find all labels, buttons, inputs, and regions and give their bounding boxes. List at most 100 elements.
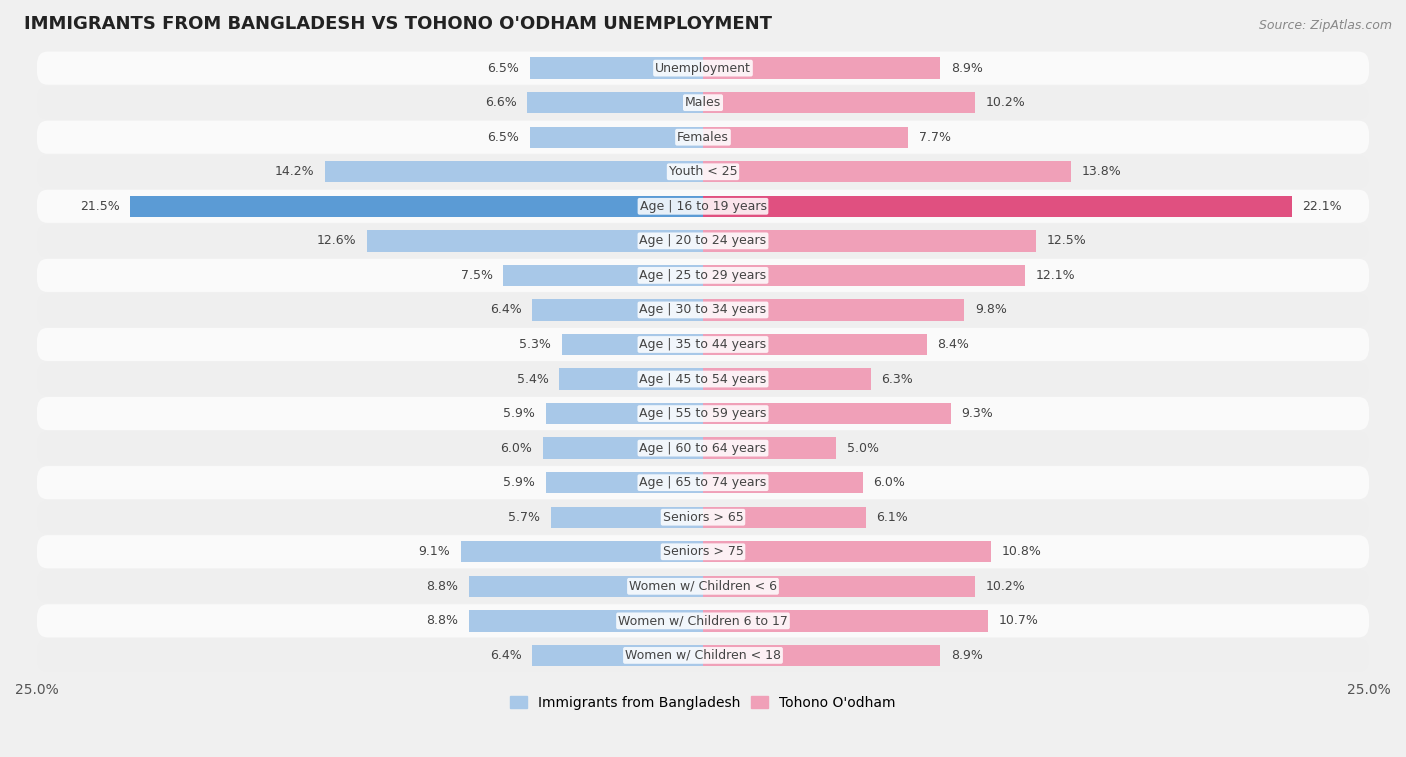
Text: 6.1%: 6.1% xyxy=(876,511,908,524)
Bar xyxy=(703,195,1292,217)
Text: 8.9%: 8.9% xyxy=(950,61,983,75)
Bar xyxy=(533,299,703,321)
Text: Age | 60 to 64 years: Age | 60 to 64 years xyxy=(640,441,766,455)
Text: Age | 25 to 29 years: Age | 25 to 29 years xyxy=(640,269,766,282)
Text: 13.8%: 13.8% xyxy=(1081,165,1121,178)
FancyBboxPatch shape xyxy=(37,431,1369,465)
Bar xyxy=(367,230,703,251)
Text: 5.3%: 5.3% xyxy=(519,338,551,351)
Text: 9.1%: 9.1% xyxy=(418,545,450,558)
Bar xyxy=(551,506,703,528)
FancyBboxPatch shape xyxy=(37,604,1369,637)
FancyBboxPatch shape xyxy=(37,570,1369,603)
Text: 22.1%: 22.1% xyxy=(1302,200,1343,213)
FancyBboxPatch shape xyxy=(37,51,1369,85)
Bar xyxy=(461,541,703,562)
Text: Males: Males xyxy=(685,96,721,109)
Bar xyxy=(131,195,703,217)
Text: 5.9%: 5.9% xyxy=(503,476,536,489)
Bar xyxy=(703,161,1071,182)
Bar xyxy=(703,299,965,321)
Bar xyxy=(703,334,927,355)
Bar xyxy=(530,126,703,148)
Bar xyxy=(703,506,866,528)
Bar xyxy=(325,161,703,182)
Text: 6.5%: 6.5% xyxy=(488,131,519,144)
FancyBboxPatch shape xyxy=(37,639,1369,672)
Text: 5.0%: 5.0% xyxy=(846,441,879,455)
Text: Age | 35 to 44 years: Age | 35 to 44 years xyxy=(640,338,766,351)
Text: 10.2%: 10.2% xyxy=(986,580,1025,593)
Bar xyxy=(703,645,941,666)
Text: 10.2%: 10.2% xyxy=(986,96,1025,109)
FancyBboxPatch shape xyxy=(37,190,1369,223)
Text: Source: ZipAtlas.com: Source: ZipAtlas.com xyxy=(1258,19,1392,32)
Text: 8.9%: 8.9% xyxy=(950,649,983,662)
Bar xyxy=(468,575,703,597)
Text: Youth < 25: Youth < 25 xyxy=(669,165,737,178)
Text: Age | 16 to 19 years: Age | 16 to 19 years xyxy=(640,200,766,213)
Text: 21.5%: 21.5% xyxy=(80,200,120,213)
Text: 10.8%: 10.8% xyxy=(1001,545,1042,558)
Text: 6.0%: 6.0% xyxy=(501,441,533,455)
Bar xyxy=(527,92,703,114)
Bar xyxy=(468,610,703,631)
Bar xyxy=(546,403,703,424)
Text: Females: Females xyxy=(678,131,728,144)
FancyBboxPatch shape xyxy=(37,155,1369,188)
FancyBboxPatch shape xyxy=(37,259,1369,292)
Bar xyxy=(543,438,703,459)
Text: 12.6%: 12.6% xyxy=(316,235,357,248)
Text: 12.1%: 12.1% xyxy=(1036,269,1076,282)
Text: 8.8%: 8.8% xyxy=(426,580,458,593)
Text: 6.6%: 6.6% xyxy=(485,96,516,109)
Text: Age | 20 to 24 years: Age | 20 to 24 years xyxy=(640,235,766,248)
Text: 14.2%: 14.2% xyxy=(274,165,314,178)
Text: 5.9%: 5.9% xyxy=(503,407,536,420)
Text: 5.4%: 5.4% xyxy=(516,372,548,385)
Legend: Immigrants from Bangladesh, Tohono O'odham: Immigrants from Bangladesh, Tohono O'odh… xyxy=(505,690,901,715)
Text: 6.5%: 6.5% xyxy=(488,61,519,75)
Bar xyxy=(703,230,1036,251)
FancyBboxPatch shape xyxy=(37,294,1369,326)
Text: Women w/ Children 6 to 17: Women w/ Children 6 to 17 xyxy=(619,615,787,628)
Text: 6.4%: 6.4% xyxy=(491,304,522,316)
Bar xyxy=(503,265,703,286)
FancyBboxPatch shape xyxy=(37,328,1369,361)
Bar xyxy=(703,92,974,114)
Text: Age | 45 to 54 years: Age | 45 to 54 years xyxy=(640,372,766,385)
Bar xyxy=(703,126,908,148)
Text: Seniors > 65: Seniors > 65 xyxy=(662,511,744,524)
Text: 9.3%: 9.3% xyxy=(962,407,993,420)
FancyBboxPatch shape xyxy=(37,397,1369,430)
Text: IMMIGRANTS FROM BANGLADESH VS TOHONO O'ODHAM UNEMPLOYMENT: IMMIGRANTS FROM BANGLADESH VS TOHONO O'O… xyxy=(24,15,772,33)
Text: 8.4%: 8.4% xyxy=(938,338,969,351)
Text: Women w/ Children < 18: Women w/ Children < 18 xyxy=(626,649,780,662)
Text: 9.8%: 9.8% xyxy=(974,304,1007,316)
Bar xyxy=(560,369,703,390)
FancyBboxPatch shape xyxy=(37,500,1369,534)
Text: 10.7%: 10.7% xyxy=(998,615,1039,628)
Bar xyxy=(530,58,703,79)
FancyBboxPatch shape xyxy=(37,466,1369,500)
Bar xyxy=(703,265,1025,286)
Bar xyxy=(533,645,703,666)
Bar xyxy=(703,472,863,494)
Text: 6.3%: 6.3% xyxy=(882,372,914,385)
Text: 5.7%: 5.7% xyxy=(509,511,540,524)
Bar xyxy=(703,610,988,631)
Bar xyxy=(703,403,950,424)
Text: Age | 55 to 59 years: Age | 55 to 59 years xyxy=(640,407,766,420)
Text: 12.5%: 12.5% xyxy=(1046,235,1087,248)
FancyBboxPatch shape xyxy=(37,535,1369,569)
Text: Women w/ Children < 6: Women w/ Children < 6 xyxy=(628,580,778,593)
Bar xyxy=(703,58,941,79)
FancyBboxPatch shape xyxy=(37,120,1369,154)
Bar xyxy=(562,334,703,355)
Bar xyxy=(703,438,837,459)
Text: 6.0%: 6.0% xyxy=(873,476,905,489)
Text: 7.7%: 7.7% xyxy=(920,131,950,144)
Bar xyxy=(703,541,991,562)
Text: 7.5%: 7.5% xyxy=(461,269,492,282)
FancyBboxPatch shape xyxy=(37,86,1369,120)
